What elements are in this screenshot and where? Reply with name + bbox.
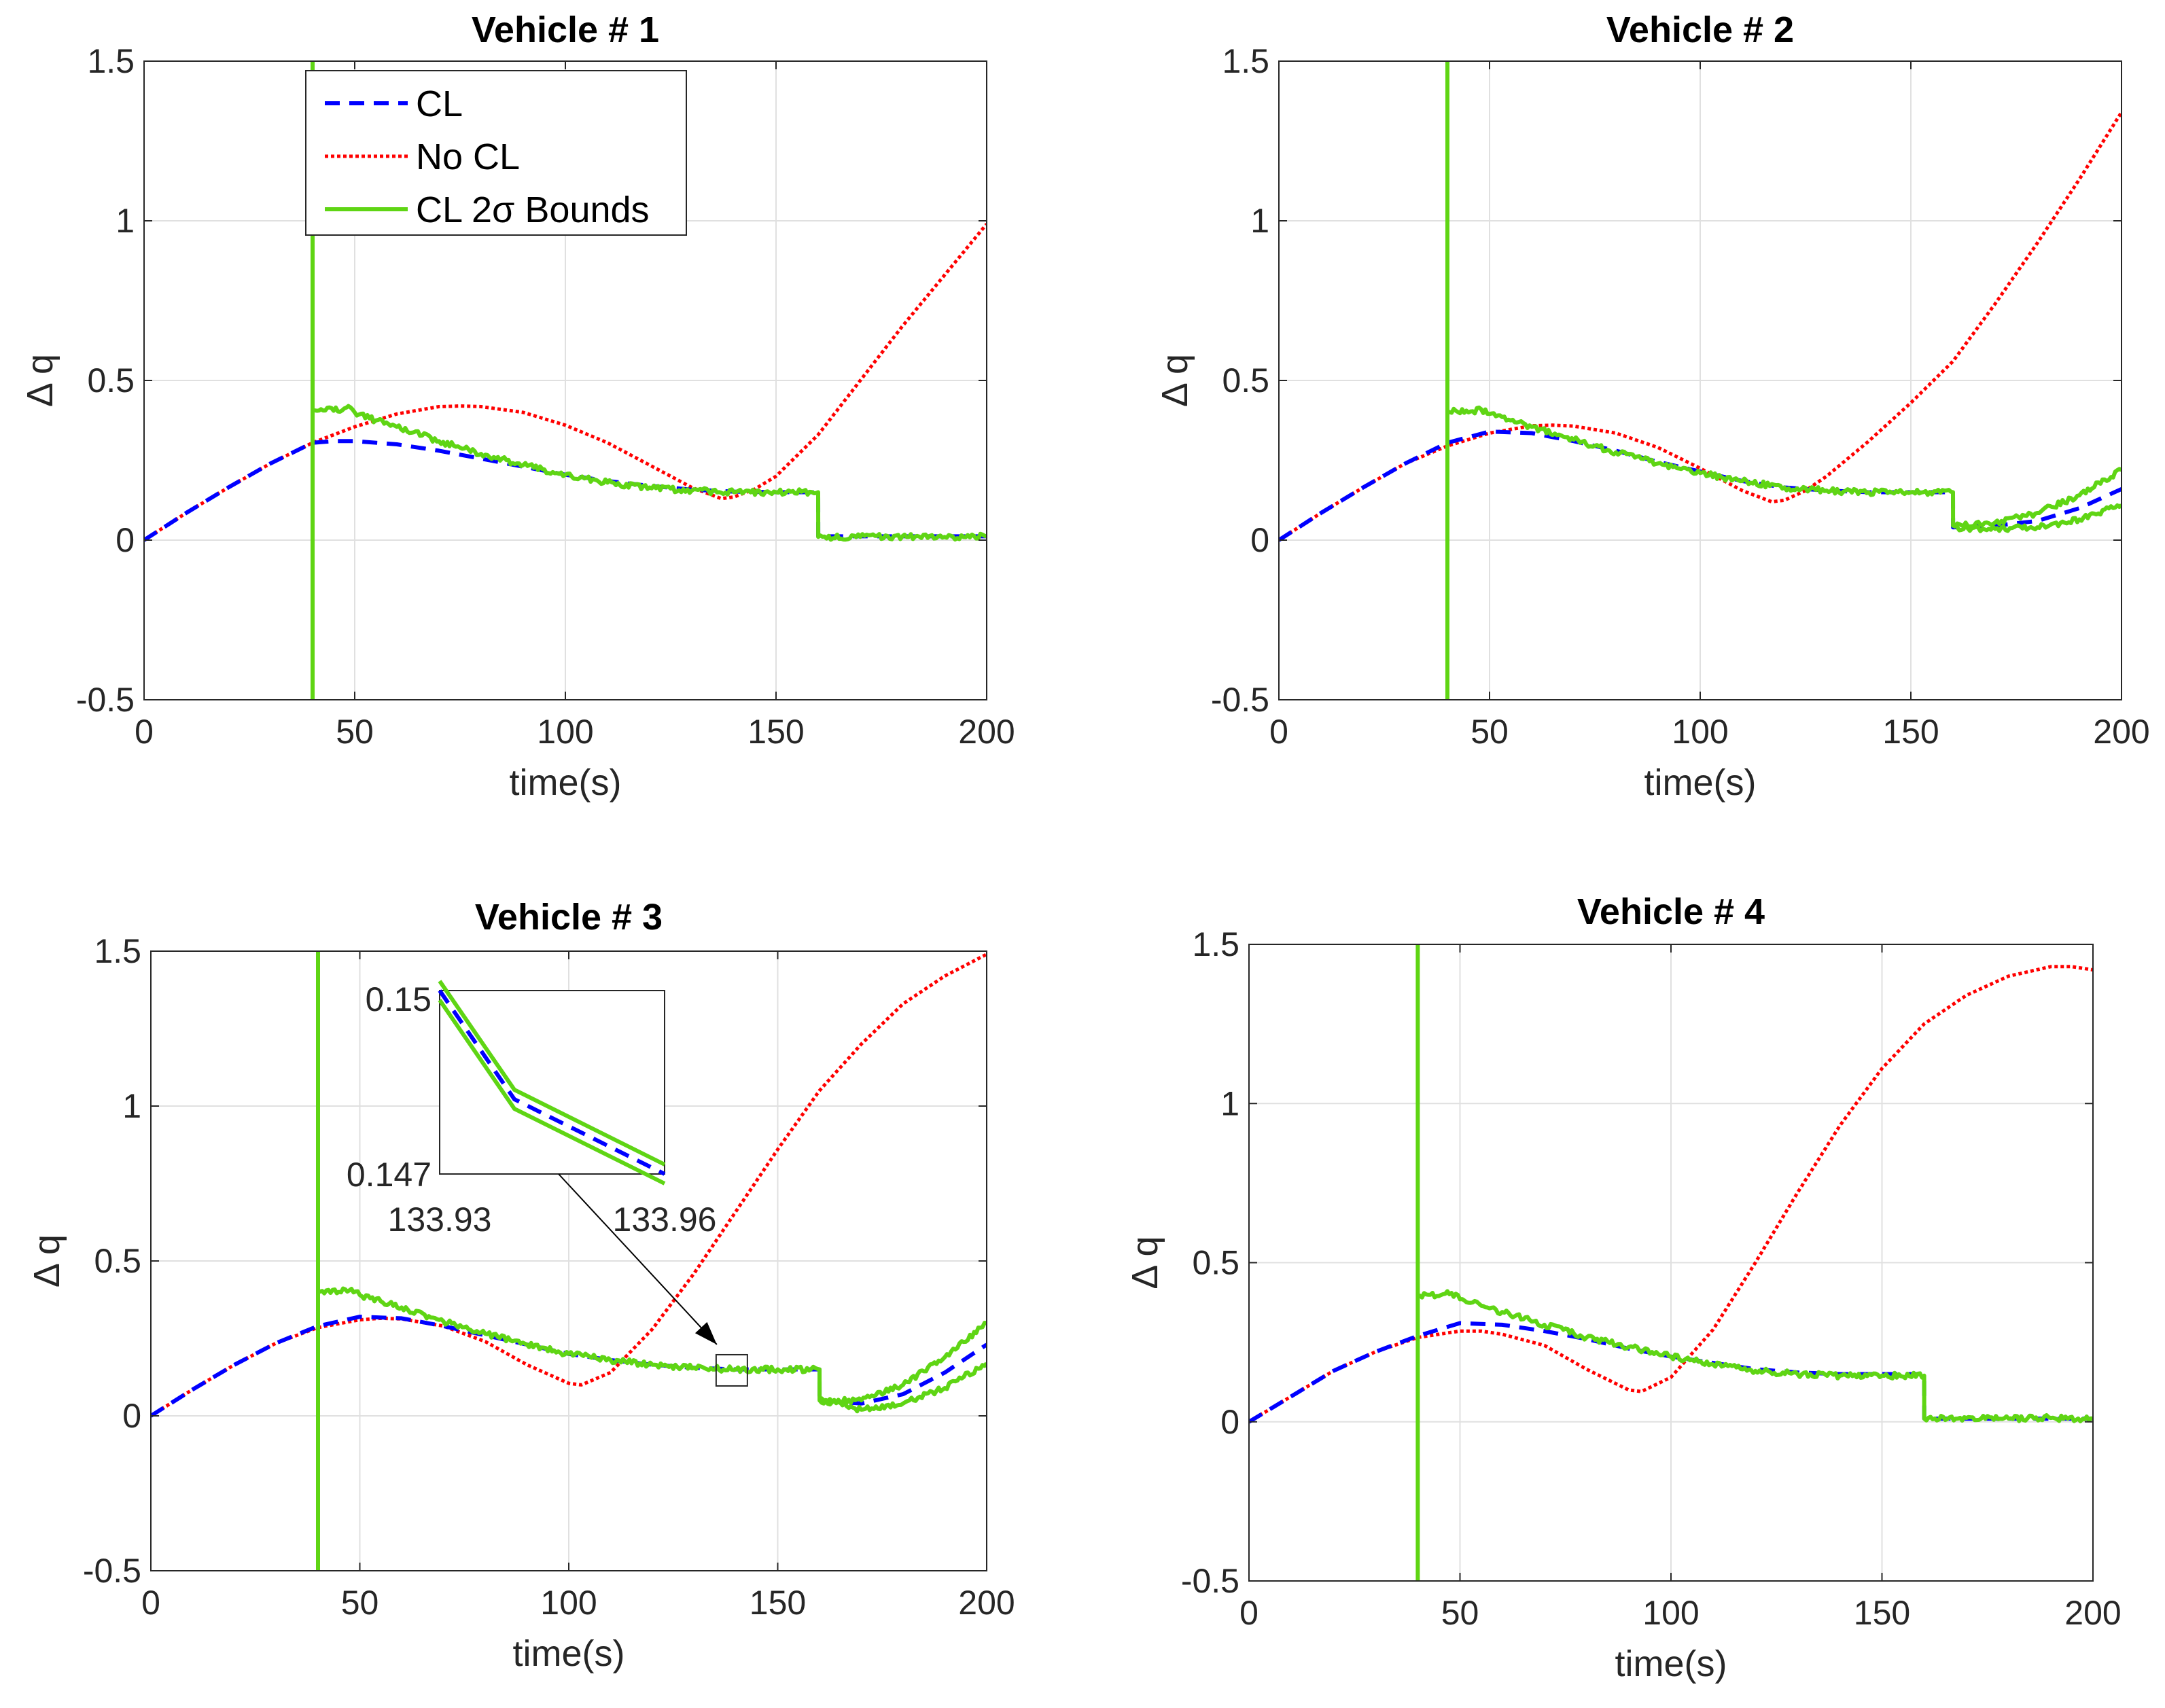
x-tick-label: 100 — [540, 1584, 597, 1622]
inset-y-tick-label: 0.15 — [366, 980, 432, 1018]
y-tick-label: 1 — [1250, 202, 1269, 240]
chart-title: Vehicle # 4 — [1577, 891, 1765, 932]
series-cl-2-upper — [1445, 61, 2122, 700]
y-tick-label: 0.5 — [94, 1242, 141, 1280]
x-tick-label: 100 — [1672, 713, 1728, 751]
inset-zoom: 0.15 0.147 133.93 133.96 — [347, 980, 748, 1387]
series-cl-2-bounds — [1415, 944, 2093, 1581]
y-axis-label: Δ q — [20, 354, 60, 407]
x-tick-label: 200 — [2064, 1594, 2121, 1632]
x-tick-label: 50 — [1441, 1594, 1479, 1632]
y-tick-label: 0.5 — [87, 361, 135, 399]
y-tick-label: 1.5 — [94, 932, 141, 970]
y-tick-label: 1 — [1220, 1084, 1239, 1122]
series-cl-2-upper — [316, 951, 987, 1571]
x-tick-label: 50 — [341, 1584, 379, 1622]
y-tick-label: 0.5 — [1192, 1244, 1239, 1282]
y-tick-label: 1 — [122, 1087, 141, 1125]
x-tick-label: 50 — [1471, 713, 1509, 751]
legend: CL No CL CL 2σ Bounds — [305, 70, 687, 236]
series-no-cl — [1249, 965, 2093, 1423]
y-axis-label: Δ q — [27, 1234, 67, 1287]
x-tick-label: 200 — [2093, 713, 2149, 751]
y-tick-label: 1.5 — [87, 42, 135, 80]
plot-area — [151, 951, 987, 1571]
x-axis-label: time(s) — [1615, 1643, 1727, 1684]
y-tick-label: 0 — [122, 1397, 141, 1435]
x-tick-label: 150 — [750, 1584, 806, 1622]
x-tick-label: 200 — [958, 713, 1015, 751]
y-tick-label: -0.5 — [83, 1552, 141, 1590]
y-tick-label: 1.5 — [1192, 925, 1239, 963]
plot-area — [1279, 61, 2122, 700]
series-cl-2-lower — [1952, 503, 2122, 533]
x-tick-label: 0 — [1239, 1594, 1258, 1632]
series-no-cl — [151, 953, 987, 1418]
inset-frame — [439, 990, 665, 1175]
inset-x-tick-label: 133.93 — [388, 1200, 492, 1239]
plot-area — [1249, 944, 2093, 1581]
x-tick-label: 150 — [1882, 713, 1939, 751]
x-tick-label: 50 — [336, 713, 374, 751]
y-tick-label: -0.5 — [1181, 1562, 1239, 1600]
y-tick-label: -0.5 — [76, 681, 135, 719]
series-no-cl — [144, 223, 987, 542]
x-axis-label: time(s) — [513, 1633, 625, 1674]
x-tick-label: 200 — [958, 1584, 1015, 1622]
y-tick-label: 0.5 — [1222, 361, 1269, 399]
legend-entry: CL 2σ Bounds — [416, 190, 650, 230]
grid — [1278, 60, 2122, 700]
x-tick-label: 100 — [1642, 1594, 1699, 1632]
inset-y-tick-label: 0.147 — [347, 1156, 432, 1194]
y-tick-label: 0 — [116, 521, 135, 559]
x-axis-label: time(s) — [1644, 762, 1757, 803]
y-axis-label: Δ q — [1155, 354, 1195, 407]
chart-title: Vehicle # 3 — [475, 897, 663, 938]
y-tick-label: -0.5 — [1211, 681, 1269, 719]
zoom-arrow-line — [558, 1173, 718, 1345]
x-tick-label: 0 — [141, 1584, 160, 1622]
legend-entry: CL — [416, 84, 463, 124]
inset-bound-lower — [438, 999, 666, 1186]
zoom-arrow-head — [694, 1321, 717, 1345]
x-tick-label: 100 — [537, 713, 593, 751]
x-tick-label: 0 — [135, 713, 154, 751]
x-tick-label: 150 — [747, 713, 804, 751]
y-tick-label: 1 — [116, 202, 135, 240]
x-tick-label: 150 — [1854, 1594, 1910, 1632]
zoom-box — [715, 1353, 748, 1387]
x-tick-label: 0 — [1269, 713, 1288, 751]
chart-title: Vehicle # 1 — [472, 10, 659, 50]
series-cl-2-lower — [817, 1362, 987, 1414]
x-axis-label: time(s) — [510, 762, 622, 803]
inset-x-tick-label: 133.96 — [613, 1200, 717, 1239]
inset-cl — [438, 989, 666, 1176]
y-axis-label: Δ q — [1125, 1236, 1165, 1289]
series-no-cl — [1279, 111, 2122, 542]
y-tick-label: 1.5 — [1222, 42, 1269, 80]
y-tick-label: 0 — [1250, 521, 1269, 559]
chart-title: Vehicle # 2 — [1606, 10, 1794, 50]
y-tick-label: 0 — [1220, 1403, 1239, 1441]
inset-bound-upper — [438, 980, 666, 1167]
grid — [1248, 944, 2094, 1582]
legend-entry: No CL — [416, 137, 520, 177]
